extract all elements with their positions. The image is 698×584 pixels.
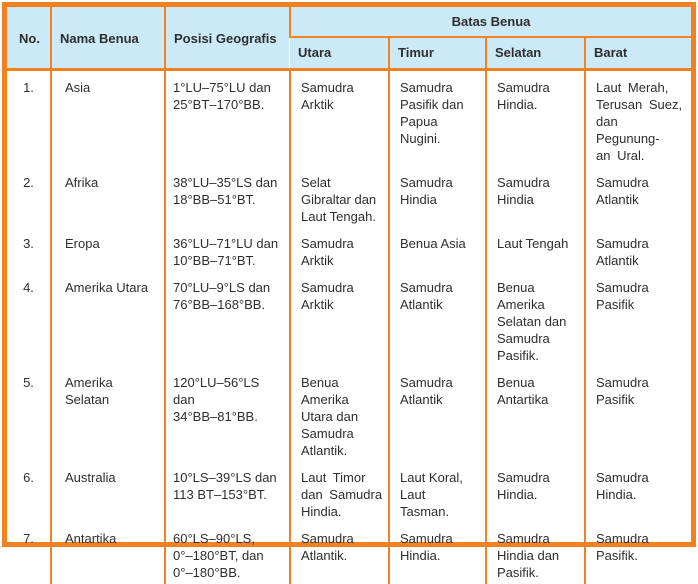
cell-batas-timur: Laut Koral, Laut Tasman.: [388, 460, 486, 522]
cell-batas-timur: Samudra Atlantik: [388, 365, 486, 461]
header-nama-benua: Nama Benua: [50, 7, 165, 71]
cell-no: 4.: [23, 279, 34, 295]
cell-batas-selatan: Samudra Hindia dan Pasifik.: [485, 521, 585, 584]
cell-no: 5.: [23, 374, 34, 390]
cell-batas-selatan: Laut Tengah: [485, 226, 585, 271]
cell-posisi-geografis: 1°LU–75°LU dan 25°BT–170°BB.: [164, 69, 290, 166]
cell-no: 2.: [23, 174, 34, 190]
header-timur: Timur: [388, 37, 486, 71]
table-body: 1. Asia 1°LU–75°LU dan 25°BT–170°BB. Sam…: [7, 69, 691, 584]
cell-posisi-geografis: 38°LU–35°LS dan 18°BB–51°BT.: [164, 165, 290, 227]
cell-batas-utara: Samudra Arktik: [289, 69, 389, 166]
cell-batas-utara: Samudra Atlantik.: [289, 521, 389, 584]
cell-posisi-geografis: 120°LU–56°LS dan 34°BB–81°BB.: [164, 365, 290, 461]
header-barat: Barat: [584, 37, 691, 71]
cell-batas-utara: Laut Timor dan Samudra Hindia.: [289, 460, 389, 522]
cell-nama-benua: Antartika: [50, 521, 165, 584]
table-row: 2. Afrika 38°LU–35°LS dan 18°BB–51°BT. S…: [7, 165, 691, 227]
cell-nama-benua: Afrika: [50, 165, 165, 227]
table-row: 5. Amerika Selatan 120°LU–56°LS dan 34°B…: [7, 365, 691, 461]
header-posisi-geografis: Posisi Geografis: [164, 7, 290, 71]
cell-batas-utara: Samudra Arktik: [289, 226, 389, 271]
header-selatan: Selatan: [485, 37, 585, 71]
cell-nama-benua: Asia: [50, 69, 165, 166]
header-batas-benua: Batas Benua: [289, 7, 691, 38]
cell-posisi-geografis: 10°LS–39°LS dan 113 BT–153°BT.: [164, 460, 290, 522]
cell-nama-benua: Eropa: [50, 226, 165, 271]
header-utara: Utara: [290, 37, 389, 71]
cell-batas-selatan: Benua Antartika: [485, 365, 585, 461]
table-row: 6. Australia 10°LS–39°LS dan 113 BT–153°…: [7, 460, 691, 522]
cell-batas-timur: Benua Asia: [388, 226, 486, 271]
table-row: 7. Antartika 60°LS–90°LS, 0°–180°BT, dan…: [7, 521, 691, 584]
cell-no: 6.: [23, 469, 34, 485]
cell-batas-barat: Samudra Pasifik.: [584, 521, 691, 584]
cell-batas-utara: Selat Gibraltar dan Laut Tengah.: [289, 165, 389, 227]
cell-posisi-geografis: 70°LU–9°LS dan 76°BB–168°BB.: [164, 270, 290, 366]
cell-batas-utara: Benua Amerika Utara dan Samudra Atlantik…: [289, 365, 389, 461]
cell-no: 3.: [23, 235, 34, 251]
cell-batas-barat: Laut Merah, Terusan Suez, dan Pegunung- …: [584, 69, 691, 166]
cell-batas-timur: Samudra Hindia.: [388, 521, 486, 584]
table-row: 4. Amerika Utara 70°LU–9°LS dan 76°BB–16…: [7, 270, 691, 366]
cell-batas-selatan: Benua Amerika Selatan dan Samudra Pasifi…: [485, 270, 585, 366]
table-row: 3. Eropa 36°LU–71°LU dan 10°BB–71°BT. Sa…: [7, 226, 691, 271]
cell-batas-barat: Samudra Pasifik: [584, 270, 691, 366]
cell-batas-selatan: Samudra Hindia.: [485, 69, 585, 166]
cell-posisi-geografis: 60°LS–90°LS, 0°–180°BT, dan 0°–180°BB.: [164, 521, 290, 584]
table-row: 1. Asia 1°LU–75°LU dan 25°BT–170°BB. Sam…: [7, 69, 691, 166]
cell-batas-utara: Samudra Arktik: [289, 270, 389, 366]
cell-posisi-geografis: 36°LU–71°LU dan 10°BB–71°BT.: [164, 226, 290, 271]
cell-nama-benua: Amerika Selatan: [50, 365, 165, 461]
cell-batas-selatan: Samudra Hindia.: [485, 460, 585, 522]
cell-batas-timur: Samudra Pasifik dan Papua Nugini.: [388, 69, 486, 166]
header-row-directions: Utara Timur Selatan Barat: [7, 37, 691, 71]
cell-batas-timur: Samudra Hindia: [388, 165, 486, 227]
cell-nama-benua: Amerika Utara: [50, 270, 165, 366]
cell-batas-barat: Samudra Atlantik: [584, 165, 691, 227]
header-row-group: No. Nama Benua Posisi Geografis Batas Be…: [7, 7, 691, 71]
cell-batas-barat: Samudra Hindia.: [584, 460, 691, 522]
table-header: No. Nama Benua Posisi Geografis Batas Be…: [7, 7, 691, 71]
cell-no: 7.: [23, 530, 34, 546]
cell-batas-selatan: Samudra Hindia: [485, 165, 585, 227]
cell-batas-timur: Samudra Atlantik: [388, 270, 486, 366]
continents-table: No. Nama Benua Posisi Geografis Batas Be…: [7, 7, 691, 584]
cell-batas-barat: Samudra Pasifik: [584, 365, 691, 461]
header-no: No.: [7, 7, 51, 71]
cell-batas-barat: Samudra Atlantik: [584, 226, 691, 271]
cell-nama-benua: Australia: [50, 460, 165, 522]
cell-no: 1.: [23, 79, 34, 95]
